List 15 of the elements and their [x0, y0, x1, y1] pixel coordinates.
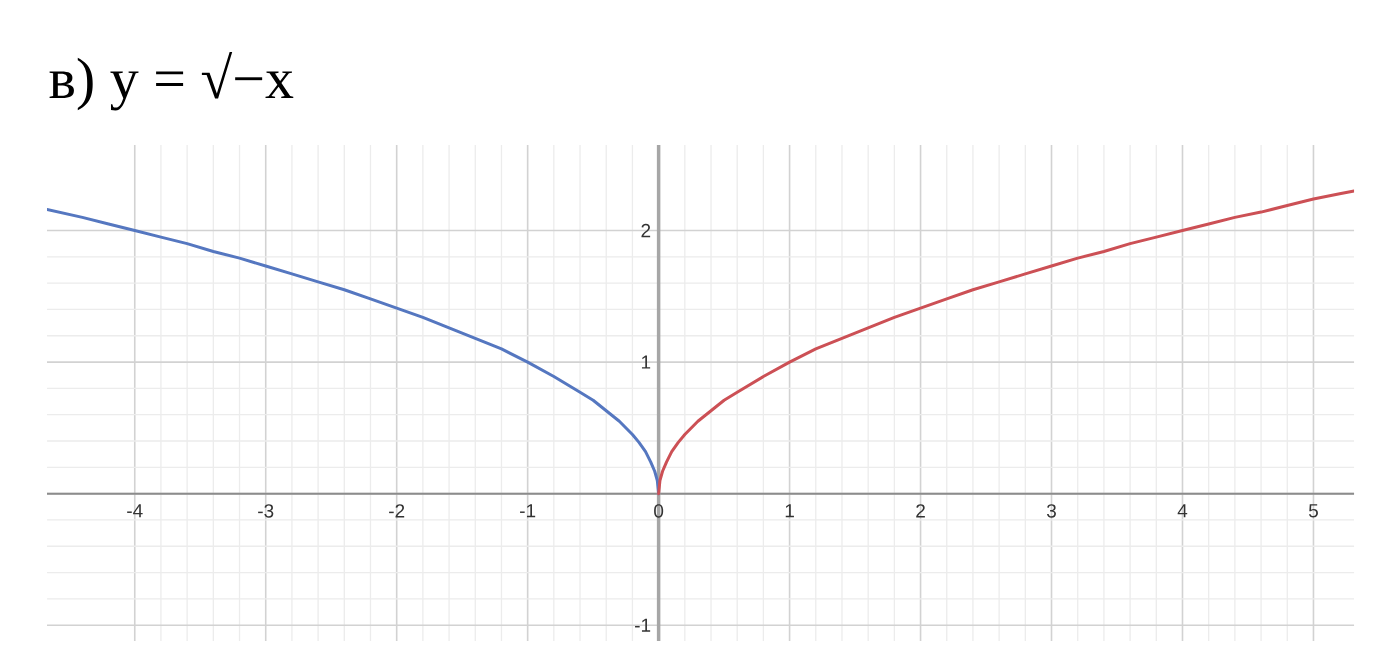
x-tick-label: 2 [916, 504, 925, 518]
x-tick-label: -4 [127, 504, 143, 518]
y-tick-label: -1 [635, 618, 651, 632]
x-tick-label: -2 [389, 504, 405, 518]
line-series [657, 189, 1355, 496]
y-tick-label: 2 [641, 223, 651, 238]
y-tick-label: 1 [641, 355, 651, 369]
x-tick-label: 4 [1177, 504, 1188, 518]
x-tick-label: 5 [1308, 504, 1318, 518]
x-tick-label: 0 [654, 504, 664, 518]
x-tick-label: 3 [1046, 504, 1056, 518]
chart-title: в) y = √−x [49, 52, 294, 111]
x-tick-label: 1 [785, 504, 794, 518]
x-tick-label: -3 [258, 504, 274, 518]
x-tick-label: -1 [520, 504, 536, 518]
